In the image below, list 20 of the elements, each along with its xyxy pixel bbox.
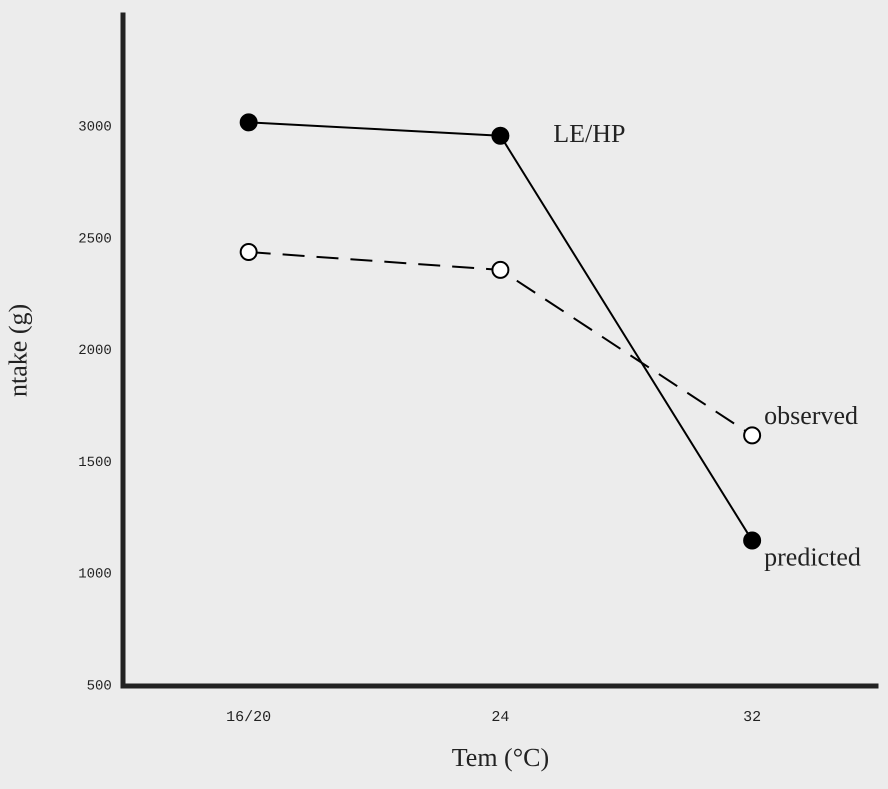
x-tick-label: 16/20	[226, 708, 272, 726]
x-tick-label: 24	[491, 708, 510, 726]
point	[240, 243, 258, 262]
y-tick-label: 1500	[78, 454, 112, 471]
y-tick-label: 1000	[78, 566, 112, 583]
point	[491, 260, 510, 279]
series-label: predicted	[764, 542, 861, 572]
point	[743, 531, 762, 550]
y-tick-label: 500	[86, 678, 112, 695]
y-axis-title: ntake (g)	[3, 304, 32, 397]
x-axis-title: Tem (°C)	[452, 743, 550, 772]
annotation: LE/HP	[553, 118, 626, 148]
point	[491, 126, 510, 145]
y-tick-label: 2000	[78, 343, 112, 360]
x-tick-label: 32	[743, 708, 762, 726]
y-tick-label: 3000	[78, 120, 112, 136]
series-label: observed	[764, 401, 858, 430]
point	[240, 113, 258, 132]
y-tick-label: 2500	[78, 231, 112, 248]
point	[743, 426, 762, 444]
